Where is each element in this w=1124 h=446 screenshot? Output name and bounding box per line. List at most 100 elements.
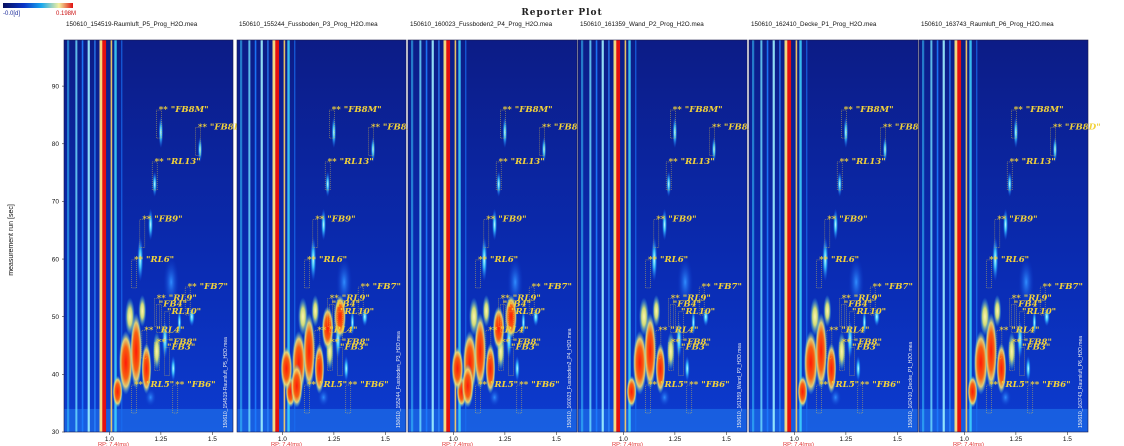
heatmap-stripe: [110, 40, 113, 432]
peak-label: ** "FB7": [702, 282, 742, 292]
heatmap-blob: [197, 136, 203, 163]
peak-marker-box: [816, 384, 822, 414]
heatmap-stripe: [248, 40, 251, 432]
peak-marker-box: [1006, 161, 1013, 191]
y-tick-label: 40: [52, 372, 60, 379]
peak-label: ** "FB8": [1012, 337, 1052, 347]
peak-label: ** "RL13": [669, 157, 715, 167]
chart-title: Reporter Plot: [521, 8, 602, 18]
x-tick-label: 1.5: [381, 436, 390, 443]
heatmap-stripe: [275, 40, 280, 432]
peak-marker-box: [686, 384, 693, 414]
peak-marker-box: [131, 259, 137, 289]
peak-marker-box: [994, 219, 1001, 248]
peak-label: ** "FB8M": [159, 105, 209, 115]
peak-marker-box: [665, 161, 672, 191]
peak-marker-box: [357, 286, 364, 316]
peak-marker-box: [1019, 311, 1025, 341]
peak-marker-box: [1008, 298, 1015, 327]
heatmap-blob: [343, 355, 349, 382]
x-tick-label: 1.5: [208, 436, 217, 443]
peak-label: ** "RL4": [829, 325, 869, 335]
peak-marker-box: [368, 127, 374, 156]
peak-label: ** "RL9": [501, 294, 541, 304]
heatmap-stripe: [766, 40, 769, 432]
panel-heatmap: 150610_163743_Raumluft_P6_H2O.mea: [919, 40, 1088, 432]
heatmap-blob: [321, 208, 327, 241]
heatmap-stripe: [294, 40, 296, 432]
peak-marker-box: [824, 219, 831, 248]
peak-marker-box: [329, 109, 335, 139]
heatmap-stripe: [949, 40, 951, 432]
x-sub-label: RP: 7.4(ms): [953, 442, 984, 446]
peak-marker-box: [996, 330, 1003, 359]
peak-marker-box: [164, 311, 170, 341]
peak-label: ** "FB8": [501, 337, 541, 347]
peak-marker-box: [312, 219, 319, 248]
panel-title: 150610_161359_Wand_P2_Prog_H2O.mea: [580, 21, 704, 28]
peak-label: ** "RL9": [330, 294, 370, 304]
panel-vertical-label: 150610_163743_Raumluft_P6_H2O.mea: [1078, 336, 1084, 428]
heatmap-blob: [638, 297, 649, 336]
peak-marker-box: [497, 298, 504, 327]
heatmap-blob: [137, 236, 144, 282]
peak-label: ** "FB8D": [1053, 122, 1101, 132]
heatmap-blob: [152, 332, 161, 371]
heatmap-blob: [843, 116, 849, 149]
heatmap-stripe: [240, 40, 243, 432]
heatmap-stripe: [260, 40, 263, 432]
heatmap-blob: [461, 363, 474, 408]
x-tick-label: 1.0: [960, 436, 969, 443]
heatmap-blob: [130, 312, 143, 390]
heatmap-stripe: [465, 40, 467, 432]
peak-label: ** "RL9": [157, 294, 197, 304]
peak-marker-box: [1019, 347, 1025, 376]
heatmap-stripe: [965, 40, 968, 432]
heatmap-stripe: [87, 40, 90, 432]
peak-marker-box: [1050, 127, 1056, 156]
peak-marker-box: [1027, 384, 1034, 414]
heatmap-blob: [837, 332, 846, 371]
peak-label: "FB3": [340, 343, 368, 353]
peak-label: "RL10": [167, 307, 201, 317]
heatmap-blob: [1032, 309, 1037, 336]
peak-label: ** "RL9": [842, 294, 882, 304]
heatmap-stripe: [589, 40, 592, 432]
peak-label: ** "FB8D": [371, 122, 419, 132]
peak-label: ** "FB7": [361, 282, 401, 292]
heatmap-stripe: [595, 40, 598, 432]
heatmap-stripe: [624, 40, 627, 432]
x-tick-label: 1.5: [893, 436, 902, 443]
peak-label: ** "FB7": [188, 282, 228, 292]
peak-marker-box: [485, 330, 492, 359]
heatmap-blob: [672, 116, 678, 149]
peak-label: "RL10": [852, 307, 886, 317]
peak-label: ** "FB7": [532, 282, 572, 292]
peak-marker-box: [151, 161, 158, 191]
heatmap-blob: [662, 208, 668, 241]
peak-label: "FB4": [332, 299, 360, 309]
heatmap-stripe: [114, 40, 117, 432]
peak-marker-box: [153, 298, 160, 327]
panel-border: [407, 39, 578, 433]
peak-label: "RL10": [681, 307, 715, 317]
peak-marker-box: [153, 342, 160, 371]
heatmap-blob: [1007, 332, 1016, 371]
peak-label: ** "RL5": [134, 380, 174, 390]
x-tick-label: 1.0: [278, 436, 287, 443]
heatmap-stripe: [99, 40, 103, 432]
peak-label: ** "FB8M": [844, 105, 894, 115]
heatmap-blob: [492, 208, 498, 241]
peak-label: ** "FB9": [315, 215, 355, 225]
heatmap-blob: [1003, 208, 1009, 241]
peak-label: ** "FB9": [486, 215, 526, 225]
peak-label: ** "RL9": [1012, 294, 1052, 304]
peak-marker-box: [195, 127, 201, 156]
heatmap-stripe: [608, 40, 610, 432]
peak-marker-box: [131, 384, 137, 414]
color-scale-min-label: -0.0[d]: [3, 11, 20, 17]
heatmap-stripe: [272, 40, 276, 432]
peak-label: ** "FB8M": [503, 105, 553, 115]
peak-marker-box: [156, 304, 162, 333]
heatmap-stripe: [446, 40, 451, 432]
